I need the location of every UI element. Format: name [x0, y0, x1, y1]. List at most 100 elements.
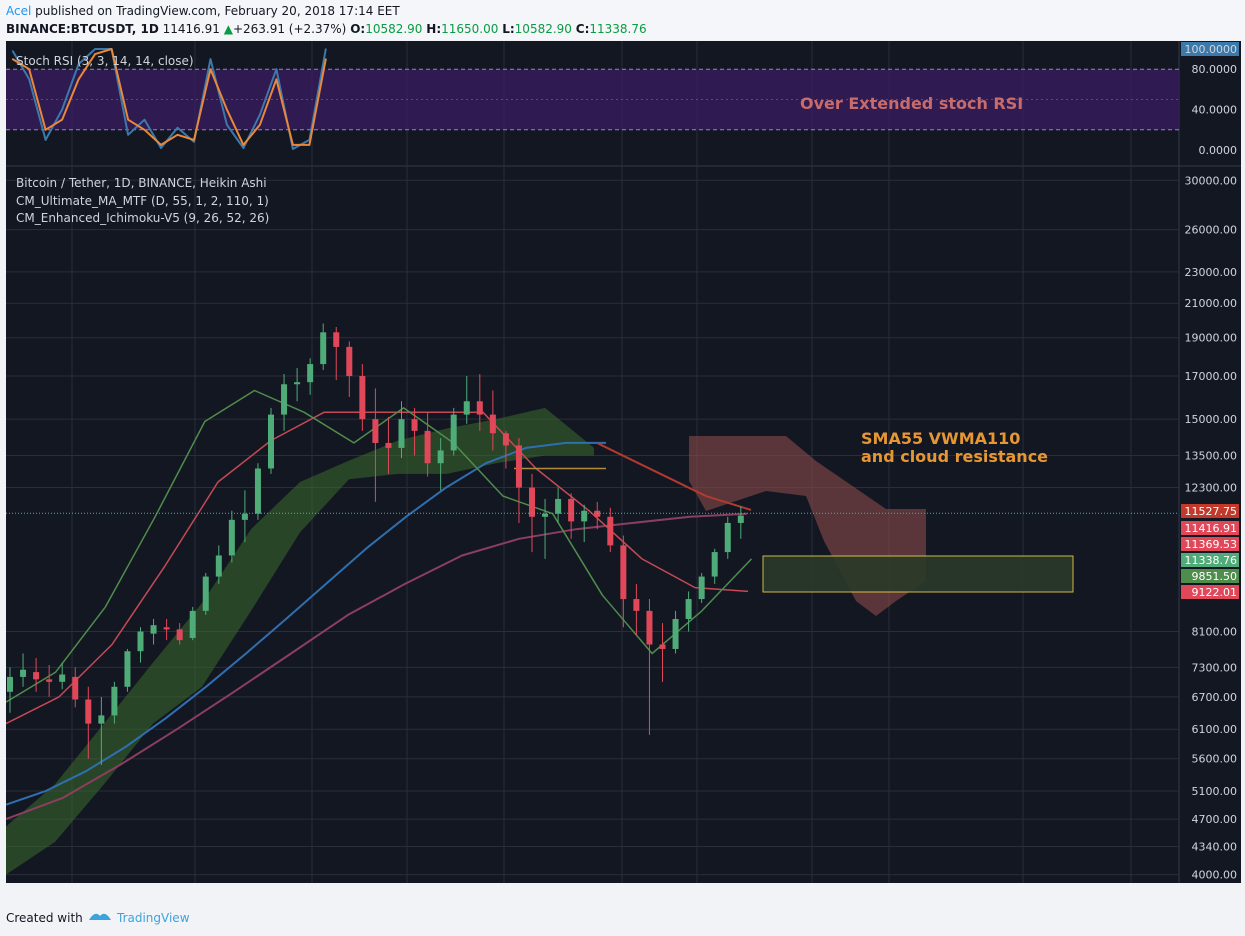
x-tick-label: 2018	[392, 881, 423, 883]
stoch-title: Stoch RSI (3, 3, 14, 14, close)	[16, 54, 194, 68]
candle-body	[476, 401, 483, 415]
stoch-point	[209, 68, 212, 70]
price-label: 11338.76	[1185, 554, 1238, 567]
stoch-y-tick-label: 0.0000	[1199, 144, 1238, 157]
stoch-point	[143, 118, 146, 121]
x-tick-label: 16	[1124, 881, 1138, 883]
y-tick-label: 19000.00	[1185, 332, 1238, 345]
sma55-projection-line	[596, 442, 707, 497]
stoch-point	[259, 123, 261, 126]
stoch-point	[44, 139, 47, 141]
stoch-point	[28, 78, 30, 81]
main-annotation-line: and cloud resistance	[861, 447, 1048, 466]
y-tick-label: 5600.00	[1192, 753, 1238, 766]
stoch-point	[127, 118, 129, 121]
stoch-point	[176, 126, 179, 129]
y-tick-label: 5100.00	[1192, 785, 1238, 798]
high-value: 11650.00	[441, 22, 499, 36]
candle-body	[7, 676, 13, 692]
candle-body	[555, 498, 562, 514]
candle-body	[450, 414, 457, 451]
x-tick-label: Apr	[1013, 881, 1033, 883]
x-tick-label: 13	[65, 881, 79, 883]
chart-svg[interactable]: 13 Dec 18 2018 15 Feb 12 Mar 12 Apr 16 30000.00 2600…	[6, 41, 1241, 883]
indicator-legend-ma: CM_Ultimate_MA_MTF (D, 55, 1, 2, 110, 1)	[16, 194, 269, 208]
chart-area[interactable]: 13 Dec 18 2018 15 Feb 12 Mar 12 Apr 16 30000.00 2600…	[6, 41, 1241, 883]
footer-brand-link[interactable]: TradingView	[117, 911, 190, 925]
candle-body	[424, 430, 431, 464]
stoch-point	[143, 129, 146, 131]
price-change: +263.91 (+2.37%)	[232, 22, 347, 36]
price-label: 11527.75	[1185, 505, 1238, 518]
candle-body	[281, 384, 288, 415]
y-tick-label: 23000.00	[1185, 266, 1238, 279]
x-tick-label: 18	[305, 881, 319, 883]
price-label: 11369.53	[1185, 538, 1238, 551]
stoch-point	[11, 58, 14, 60]
stoch-point	[160, 144, 162, 146]
publish-header: Acel published on TradingView.com, Febru…	[0, 0, 1245, 40]
price-label-bg	[1181, 521, 1239, 535]
author-link[interactable]: Acel	[6, 4, 32, 18]
candle-body	[581, 510, 588, 522]
close-value: 11338.76	[589, 22, 647, 36]
tradingview-logo-icon	[89, 913, 111, 920]
stoch-point	[127, 134, 129, 136]
candle-body	[633, 599, 640, 611]
candle-body	[659, 644, 666, 649]
stoch-current-label-bg	[1181, 42, 1239, 56]
candle-body	[20, 669, 27, 677]
candle-body	[85, 699, 92, 724]
candle-body	[254, 468, 261, 514]
candle-body	[215, 555, 222, 577]
open-label: O:	[350, 22, 366, 36]
candle-body	[385, 442, 392, 448]
candle-body	[98, 715, 105, 724]
candle-body	[124, 651, 131, 687]
main-title: Bitcoin / Tether, 1D, BINANCE, Heikin As…	[16, 176, 267, 190]
stoch-point	[176, 134, 179, 136]
candle-body	[411, 419, 418, 431]
stoch-point	[160, 147, 162, 149]
footer-created: Created with	[6, 911, 83, 925]
x-tick-label: Feb	[612, 881, 631, 883]
stoch-point	[292, 144, 294, 146]
symbol-name: BINANCE:BTCUSDT, 1D	[6, 22, 159, 36]
y-tick-label: 4700.00	[1192, 813, 1238, 826]
stoch-series-line	[11, 48, 327, 150]
indicator-legend-ichimoku: CM_Enhanced_Ichimoku-V5 (9, 26, 52, 26)	[16, 211, 269, 225]
ichimoku-cloud	[6, 407, 594, 875]
y-tick-label: 7300.00	[1192, 661, 1238, 674]
stoch-point	[226, 108, 228, 111]
candle-body	[646, 610, 653, 645]
candle-body	[189, 610, 196, 638]
y-tick-label: 15000.00	[1185, 413, 1238, 426]
support-box	[762, 555, 1074, 593]
price-label-bg	[1181, 569, 1239, 583]
stoch-y-tick-label: 100.0000	[1185, 43, 1238, 56]
y-tick-label: 30000.00	[1185, 174, 1238, 187]
candle-body	[398, 419, 405, 448]
y-tick-label: 4340.00	[1192, 841, 1238, 854]
stoch-point	[325, 58, 327, 60]
sma55-projection-line	[705, 495, 752, 511]
stoch-point	[325, 48, 327, 50]
candle-body	[268, 414, 274, 469]
price-label-bg	[1181, 585, 1239, 599]
main-annotation-line: SMA55 VWMA110	[861, 429, 1020, 448]
candle-body	[672, 618, 679, 649]
candle-body	[46, 679, 53, 682]
candle-body	[359, 376, 366, 420]
stoch-point	[259, 113, 261, 116]
stoch-point	[77, 63, 80, 65]
y-tick-label: 4000.00	[1192, 869, 1238, 882]
stoch-point	[77, 78, 80, 81]
y-tick-label: 8100.00	[1192, 626, 1238, 639]
stoch-point	[292, 148, 294, 150]
x-tick-label: 12	[882, 881, 896, 883]
candle-body	[711, 552, 718, 577]
stoch-y-tick-label: 40.0000	[1192, 104, 1238, 117]
high-label: H:	[426, 22, 442, 36]
x-tick-label: 15	[497, 881, 511, 883]
publish-line: Acel published on TradingView.com, Febru…	[6, 4, 400, 18]
